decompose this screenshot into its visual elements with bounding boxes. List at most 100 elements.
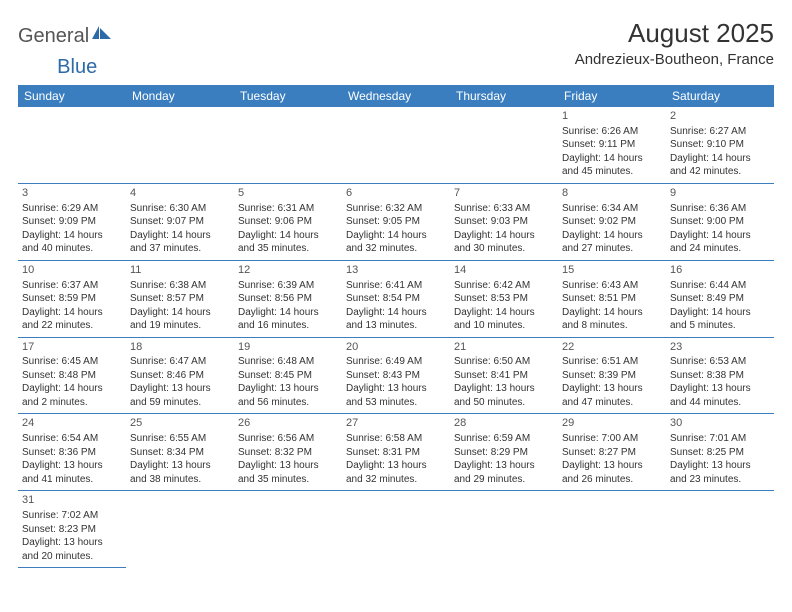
weekday-header: Tuesday <box>234 85 342 107</box>
day-daylight: Daylight: 14 hours and 40 minutes. <box>22 229 122 256</box>
calendar-week-row: 31Sunrise: 7:02 AMSunset: 8:23 PMDayligh… <box>18 491 774 568</box>
day-number: 20 <box>346 340 446 355</box>
day-sunrise: Sunrise: 6:51 AM <box>562 355 662 369</box>
calendar-day-cell: 11Sunrise: 6:38 AMSunset: 8:57 PMDayligh… <box>126 260 234 337</box>
weekday-header: Sunday <box>18 85 126 107</box>
calendar-week-row: 10Sunrise: 6:37 AMSunset: 8:59 PMDayligh… <box>18 260 774 337</box>
calendar-day-cell: 12Sunrise: 6:39 AMSunset: 8:56 PMDayligh… <box>234 260 342 337</box>
calendar-day-cell: 24Sunrise: 6:54 AMSunset: 8:36 PMDayligh… <box>18 414 126 491</box>
day-daylight: Daylight: 14 hours and 13 minutes. <box>346 306 446 333</box>
day-number: 28 <box>454 416 554 431</box>
day-number: 31 <box>22 493 122 508</box>
day-daylight: Daylight: 14 hours and 27 minutes. <box>562 229 662 256</box>
flag-icon <box>91 24 113 48</box>
calendar-day-cell: 5Sunrise: 6:31 AMSunset: 9:06 PMDaylight… <box>234 183 342 260</box>
location-label: Andrezieux-Boutheon, France <box>575 51 774 68</box>
day-sunrise: Sunrise: 6:48 AM <box>238 355 338 369</box>
calendar-day-cell: 22Sunrise: 6:51 AMSunset: 8:39 PMDayligh… <box>558 337 666 414</box>
day-sunset: Sunset: 8:41 PM <box>454 369 554 383</box>
day-daylight: Daylight: 14 hours and 10 minutes. <box>454 306 554 333</box>
day-daylight: Daylight: 13 hours and 32 minutes. <box>346 459 446 486</box>
day-number: 12 <box>238 263 338 278</box>
day-number: 25 <box>130 416 230 431</box>
day-daylight: Daylight: 14 hours and 37 minutes. <box>130 229 230 256</box>
day-sunset: Sunset: 8:25 PM <box>670 446 770 460</box>
calendar-day-cell <box>234 107 342 183</box>
day-number: 19 <box>238 340 338 355</box>
calendar-week-row: 3Sunrise: 6:29 AMSunset: 9:09 PMDaylight… <box>18 183 774 260</box>
day-number: 10 <box>22 263 122 278</box>
day-sunset: Sunset: 8:38 PM <box>670 369 770 383</box>
day-number: 23 <box>670 340 770 355</box>
calendar-day-cell <box>342 491 450 568</box>
day-daylight: Daylight: 13 hours and 47 minutes. <box>562 382 662 409</box>
calendar-day-cell <box>234 491 342 568</box>
calendar-day-cell: 23Sunrise: 6:53 AMSunset: 8:38 PMDayligh… <box>666 337 774 414</box>
day-sunset: Sunset: 8:59 PM <box>22 292 122 306</box>
day-sunrise: Sunrise: 6:27 AM <box>670 125 770 139</box>
day-sunrise: Sunrise: 6:56 AM <box>238 432 338 446</box>
day-sunset: Sunset: 8:46 PM <box>130 369 230 383</box>
calendar-day-cell: 20Sunrise: 6:49 AMSunset: 8:43 PMDayligh… <box>342 337 450 414</box>
day-number: 8 <box>562 186 662 201</box>
calendar-day-cell: 16Sunrise: 6:44 AMSunset: 8:49 PMDayligh… <box>666 260 774 337</box>
calendar-day-cell: 19Sunrise: 6:48 AMSunset: 8:45 PMDayligh… <box>234 337 342 414</box>
calendar-day-cell: 14Sunrise: 6:42 AMSunset: 8:53 PMDayligh… <box>450 260 558 337</box>
header-right: August 2025 Andrezieux-Boutheon, France <box>575 18 774 68</box>
calendar-day-cell: 25Sunrise: 6:55 AMSunset: 8:34 PMDayligh… <box>126 414 234 491</box>
day-sunrise: Sunrise: 6:30 AM <box>130 202 230 216</box>
day-daylight: Daylight: 14 hours and 30 minutes. <box>454 229 554 256</box>
day-daylight: Daylight: 13 hours and 23 minutes. <box>670 459 770 486</box>
day-sunset: Sunset: 9:06 PM <box>238 215 338 229</box>
day-sunrise: Sunrise: 6:45 AM <box>22 355 122 369</box>
weekday-header-row: Sunday Monday Tuesday Wednesday Thursday… <box>18 85 774 107</box>
calendar-day-cell <box>450 107 558 183</box>
calendar-day-cell: 17Sunrise: 6:45 AMSunset: 8:48 PMDayligh… <box>18 337 126 414</box>
day-sunset: Sunset: 9:11 PM <box>562 138 662 152</box>
calendar-day-cell <box>450 491 558 568</box>
day-number: 4 <box>130 186 230 201</box>
day-sunset: Sunset: 8:45 PM <box>238 369 338 383</box>
calendar-day-cell: 29Sunrise: 7:00 AMSunset: 8:27 PMDayligh… <box>558 414 666 491</box>
day-number: 11 <box>130 263 230 278</box>
weekday-header: Wednesday <box>342 85 450 107</box>
calendar-day-cell <box>666 491 774 568</box>
day-sunset: Sunset: 8:34 PM <box>130 446 230 460</box>
day-sunset: Sunset: 8:48 PM <box>22 369 122 383</box>
calendar-day-cell: 18Sunrise: 6:47 AMSunset: 8:46 PMDayligh… <box>126 337 234 414</box>
day-sunrise: Sunrise: 7:01 AM <box>670 432 770 446</box>
day-sunset: Sunset: 9:10 PM <box>670 138 770 152</box>
calendar-day-cell <box>558 491 666 568</box>
day-daylight: Daylight: 13 hours and 38 minutes. <box>130 459 230 486</box>
day-daylight: Daylight: 14 hours and 24 minutes. <box>670 229 770 256</box>
day-number: 3 <box>22 186 122 201</box>
calendar-day-cell <box>126 491 234 568</box>
day-sunrise: Sunrise: 6:34 AM <box>562 202 662 216</box>
day-sunset: Sunset: 8:53 PM <box>454 292 554 306</box>
calendar-day-cell: 9Sunrise: 6:36 AMSunset: 9:00 PMDaylight… <box>666 183 774 260</box>
day-sunrise: Sunrise: 6:33 AM <box>454 202 554 216</box>
day-sunset: Sunset: 8:23 PM <box>22 523 122 537</box>
day-number: 27 <box>346 416 446 431</box>
day-daylight: Daylight: 13 hours and 44 minutes. <box>670 382 770 409</box>
logo: General <box>18 18 115 48</box>
weekday-header: Thursday <box>450 85 558 107</box>
day-sunset: Sunset: 8:29 PM <box>454 446 554 460</box>
day-sunrise: Sunrise: 6:58 AM <box>346 432 446 446</box>
day-number: 13 <box>346 263 446 278</box>
day-daylight: Daylight: 14 hours and 45 minutes. <box>562 152 662 179</box>
day-number: 30 <box>670 416 770 431</box>
day-number: 15 <box>562 263 662 278</box>
calendar-day-cell: 3Sunrise: 6:29 AMSunset: 9:09 PMDaylight… <box>18 183 126 260</box>
day-daylight: Daylight: 14 hours and 42 minutes. <box>670 152 770 179</box>
day-sunrise: Sunrise: 6:36 AM <box>670 202 770 216</box>
calendar-day-cell: 7Sunrise: 6:33 AMSunset: 9:03 PMDaylight… <box>450 183 558 260</box>
calendar-day-cell <box>126 107 234 183</box>
day-daylight: Daylight: 14 hours and 8 minutes. <box>562 306 662 333</box>
day-sunset: Sunset: 8:31 PM <box>346 446 446 460</box>
day-daylight: Daylight: 13 hours and 53 minutes. <box>346 382 446 409</box>
day-sunset: Sunset: 8:43 PM <box>346 369 446 383</box>
calendar-week-row: 1Sunrise: 6:26 AMSunset: 9:11 PMDaylight… <box>18 107 774 183</box>
day-daylight: Daylight: 13 hours and 56 minutes. <box>238 382 338 409</box>
day-sunrise: Sunrise: 6:43 AM <box>562 279 662 293</box>
